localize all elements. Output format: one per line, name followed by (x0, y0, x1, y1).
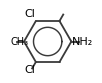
Text: Cl: Cl (24, 65, 35, 75)
Text: Cl: Cl (24, 9, 35, 19)
Text: NH₂: NH₂ (72, 37, 93, 47)
Text: CH₃: CH₃ (10, 37, 28, 47)
